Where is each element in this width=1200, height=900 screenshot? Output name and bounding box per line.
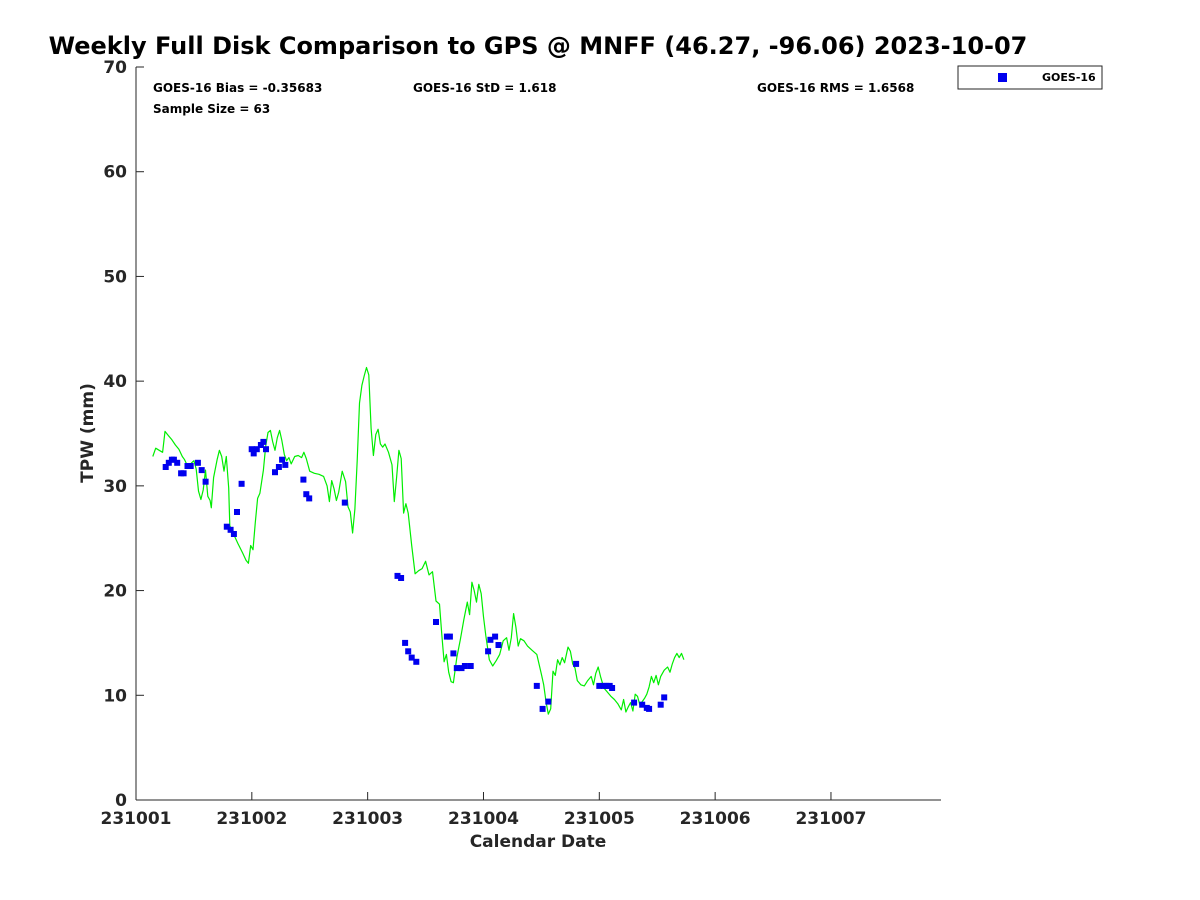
x-tick-label: 231002	[216, 809, 287, 829]
data-point	[202, 478, 209, 485]
y-tick-label: 30	[103, 477, 127, 497]
data-point	[413, 658, 420, 665]
data-point	[194, 459, 201, 466]
data-point	[300, 476, 307, 483]
data-point	[573, 660, 580, 667]
data-point	[646, 705, 653, 712]
data-point	[461, 663, 468, 669]
data-point	[408, 654, 415, 661]
data-point	[533, 682, 540, 689]
legend-box	[957, 65, 1103, 90]
data-point	[198, 467, 205, 474]
series-line-gps	[152, 366, 685, 715]
data-point	[661, 694, 668, 701]
data-point	[306, 495, 313, 502]
series-points-goes-16	[162, 438, 668, 712]
data-point	[282, 461, 289, 468]
x-axis-ticks: 231001 231002 231003 231004 231005 231006 2310…	[101, 792, 866, 829]
data-point	[446, 633, 453, 640]
data-point	[539, 705, 546, 712]
stats-annotations: GOES-16 Bias = -0.35683 GOES-16 StD = 1.…	[153, 81, 914, 116]
y-tick-label: 50	[103, 267, 127, 287]
legend-label-goes16: GOES-16	[1042, 71, 1096, 84]
data-point	[485, 648, 492, 655]
data-point	[631, 699, 638, 706]
data-point	[260, 438, 267, 445]
data-point	[227, 526, 234, 533]
y-tick-label: 70	[103, 58, 127, 78]
data-point	[639, 701, 646, 708]
data-point	[253, 446, 260, 453]
data-point	[545, 698, 552, 705]
data-point	[223, 523, 230, 530]
series-layer	[152, 366, 685, 715]
data-point	[492, 633, 499, 640]
y-tick-label: 60	[103, 163, 127, 183]
data-point	[657, 701, 664, 708]
data-point	[495, 642, 502, 648]
std-annotation: GOES-16 StD = 1.618	[413, 81, 556, 95]
data-point	[453, 665, 460, 672]
data-point	[394, 572, 401, 579]
rms-annotation: GOES-16 RMS = 1.6568	[757, 81, 914, 95]
data-point	[162, 464, 169, 470]
data-point	[275, 464, 282, 470]
legend-marker-goes16	[998, 73, 1007, 82]
data-point	[230, 531, 237, 537]
chart-title: Weekly Full Disk Comparison to GPS @ MNF…	[49, 32, 1028, 60]
data-point	[184, 463, 191, 469]
bias-annotation: GOES-16 Bias = -0.35683	[153, 81, 322, 95]
data-point	[234, 509, 240, 515]
x-tick-label: 231004	[448, 809, 519, 829]
data-point	[487, 636, 494, 643]
data-point	[405, 648, 412, 655]
data-point	[303, 491, 310, 498]
data-point	[450, 650, 457, 657]
x-tick-label: 231003	[332, 809, 403, 829]
data-point	[596, 682, 603, 689]
y-tick-label: 10	[103, 686, 127, 706]
x-tick-label: 231001	[101, 809, 172, 829]
y-axis-ticks: 0 10 20 30 40 50 60 70	[103, 58, 144, 811]
data-point	[165, 459, 172, 466]
x-tick-label: 231006	[680, 809, 751, 829]
data-point	[257, 442, 264, 448]
legend: GOES-16	[957, 65, 1103, 90]
data-point	[467, 663, 474, 669]
data-point	[180, 470, 187, 477]
data-point	[250, 450, 257, 457]
data-point	[609, 685, 616, 691]
data-point	[458, 665, 465, 672]
y-axis-label: TPW (mm)	[78, 383, 98, 483]
data-point	[238, 480, 245, 487]
data-point	[170, 456, 177, 463]
sample-size-annotation: Sample Size = 63	[153, 102, 270, 116]
data-point	[272, 469, 278, 476]
data-point	[341, 499, 348, 506]
data-point	[433, 619, 439, 625]
data-point	[248, 446, 255, 453]
y-tick-label: 0	[115, 791, 127, 811]
data-point	[603, 682, 610, 689]
data-point	[187, 463, 194, 469]
data-point	[174, 459, 181, 466]
data-point	[279, 456, 286, 463]
plot-area	[135, 67, 941, 801]
data-point	[402, 639, 409, 646]
y-tick-label: 40	[103, 372, 127, 392]
data-point	[398, 575, 405, 581]
y-tick-label: 20	[103, 582, 127, 602]
x-tick-label: 231005	[564, 809, 635, 829]
x-axis-label: Calendar Date	[470, 832, 607, 852]
data-point	[263, 446, 269, 453]
x-tick-label: 231007	[795, 809, 866, 829]
